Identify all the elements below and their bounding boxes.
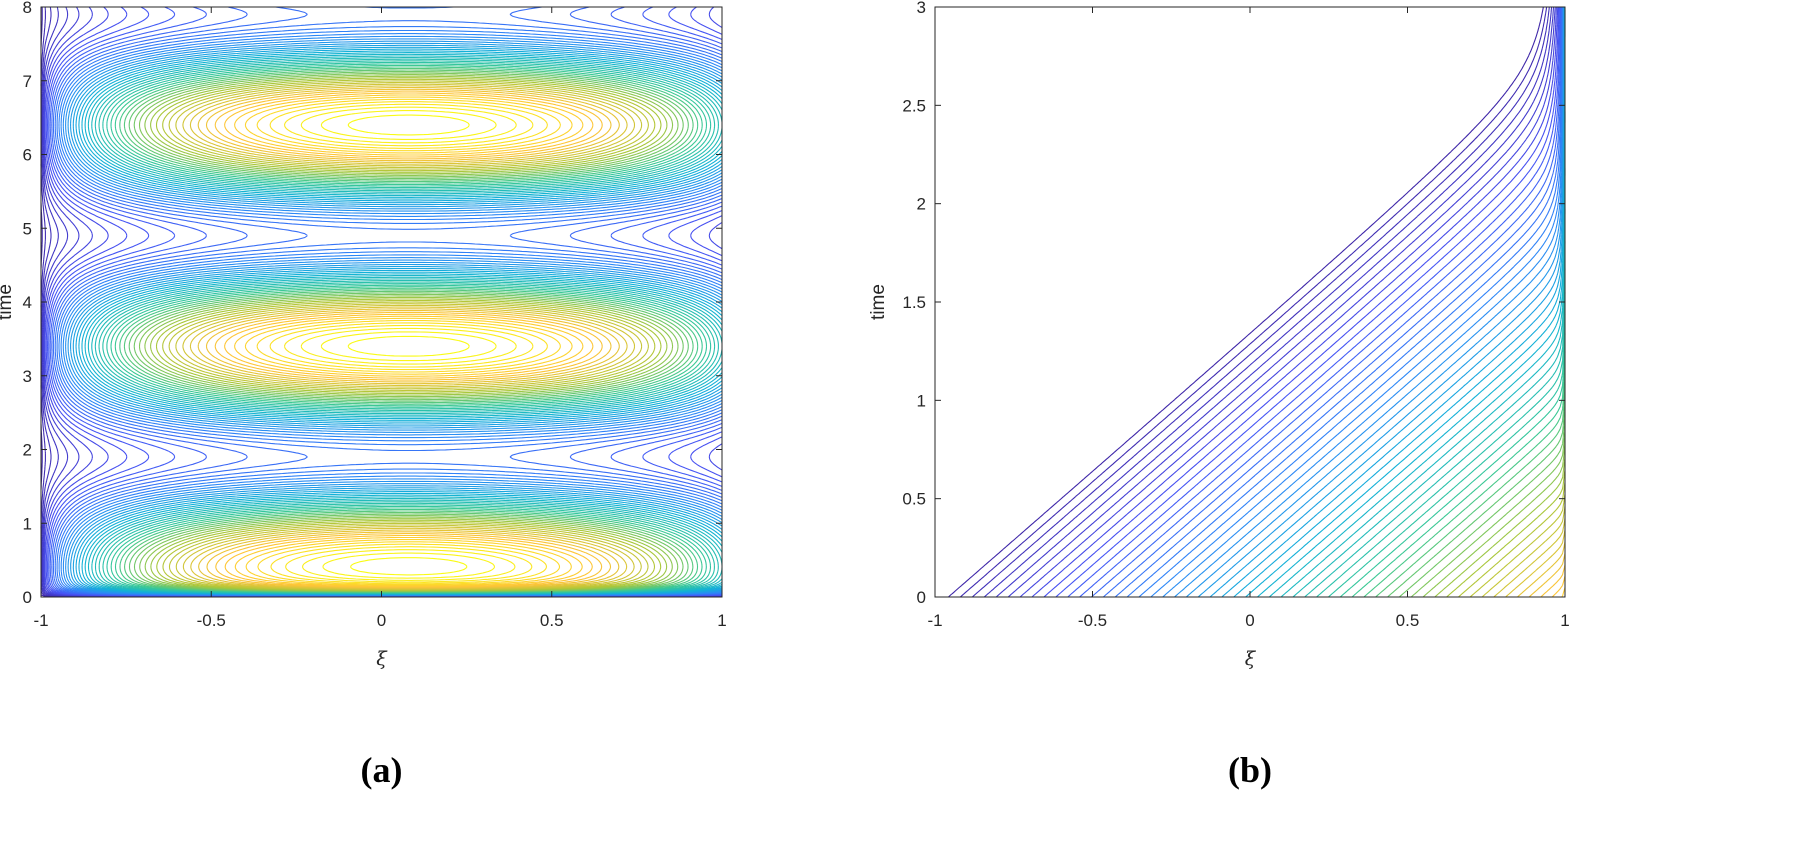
contour-line [1351,351,1566,598]
x-tick-label: -1 [33,611,48,630]
contour-line [1458,481,1566,598]
contour-line [1031,6,1559,598]
y-tick-label: 6 [23,146,32,165]
contour-line [197,86,620,589]
contour-line [114,64,703,594]
x-tick-label: -0.5 [1078,611,1107,630]
x-tick-label: -1 [927,611,942,630]
y-tick-label: 4 [23,293,32,312]
contour-line [1363,368,1566,598]
y-tick-label: 0 [917,588,926,607]
contour-line [995,6,1555,598]
contour-line [347,114,470,576]
contour-line [205,88,612,589]
contour-line [224,92,594,588]
y-tick-label: 2.5 [902,96,926,115]
contour-line [283,103,534,583]
contour-line [1067,6,1561,598]
y-axis-label: time [868,284,889,320]
contour-line [1126,7,1564,598]
contour-line [1138,6,1564,598]
x-tick-label: 1 [717,611,726,630]
y-tick-label: 2 [23,441,32,460]
contour-line [1434,455,1566,598]
axes-box [934,6,1566,598]
x-tick-label: 0 [1245,611,1254,630]
contour-line [234,94,584,587]
x-axis-label: ξ [1245,648,1257,670]
y-tick-label: 2 [917,195,926,214]
contour-plot-a: -1 -0.5 0 0.5 1 0 1 2 3 4 5 6 7 8 ξ time (a) [0,0,727,790]
contour-line [1328,313,1566,598]
panel-caption: (b) [1228,750,1272,790]
contour-line [1091,7,1562,598]
y-tick-label: 5 [23,219,32,238]
contour-line [959,6,1548,598]
contour-line [971,6,1550,598]
contour-line [1102,6,1563,598]
panel-caption: (a) [361,750,403,790]
y-tick-label: 0.5 [902,490,926,509]
contour-line [1528,553,1566,598]
x-tick-label: 0.5 [1396,611,1420,630]
y-tick-label: 1.5 [902,293,926,312]
contour-line [1505,529,1566,598]
contour-line [1446,468,1566,598]
contour-line [1055,6,1561,598]
contour-line [189,85,628,590]
contour-line [983,6,1553,598]
contour-line [1517,541,1566,598]
contour-line [1339,333,1566,598]
contour-line [1233,7,1566,598]
x-tick-label: -0.5 [197,611,226,630]
x-tick-label: 0 [377,611,386,630]
y-tick-label: 3 [23,367,32,386]
x-tick-label: 1 [1560,611,1569,630]
y-tick-label: 8 [23,0,32,17]
contour-line [1186,7,1565,598]
contour-line [182,83,636,590]
y-tick-label: 0 [23,588,32,607]
contour-line [1007,6,1556,598]
contour-line [1019,6,1557,598]
contour-line [269,101,548,584]
contour-line [1114,7,1563,598]
x-axis-label: ξ [376,648,388,670]
y-axis-label: time [0,284,16,320]
y-tick-label: 1 [917,391,926,410]
contour-line [1292,241,1566,598]
contour-line [244,96,573,586]
y-tick-label: 1 [23,514,32,533]
contour-line [1540,564,1566,598]
contour-plot-b: -1 -0.5 0 0.5 1 0 0.5 1 1.5 2 2.5 3 ξ time (b) [868,0,1570,790]
contour-line [1316,292,1566,598]
contour-line [1561,587,1566,598]
y-tick-label: 3 [917,0,926,17]
contour-line [214,90,603,588]
contour-line [1422,442,1566,598]
contour-line [256,98,561,585]
contour-line [300,106,517,581]
contour-line [320,110,497,579]
y-tick-label: 7 [23,72,32,91]
contour-line [175,81,643,591]
x-tick-label: 0.5 [540,611,564,630]
